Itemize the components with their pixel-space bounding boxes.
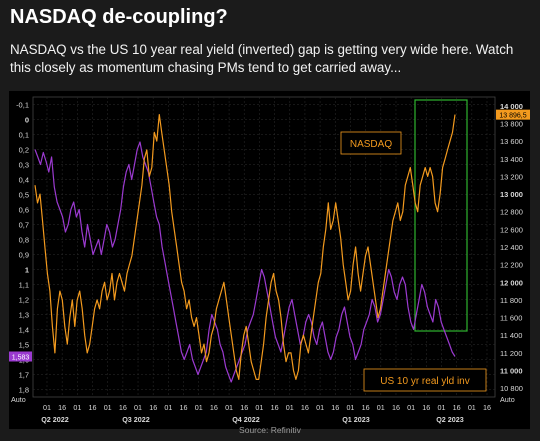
x-axis-tick-label: 01 [316, 403, 324, 412]
left-axis-tick-label: 0,1 [19, 131, 29, 140]
nasdaq-annotation-label: NASDAQ [350, 139, 392, 150]
nasdaq-annotation-box [340, 131, 402, 155]
right-axis-tick-label: 13 600 [500, 137, 523, 146]
x-axis-tick-label: 16 [331, 403, 339, 412]
left-axis-tick-label: 1,5 [19, 341, 29, 350]
left-axis-tick-label: 0,2 [19, 146, 29, 155]
x-axis-tick-label: 01 [225, 403, 233, 412]
x-axis-tick-label: 16 [149, 403, 157, 412]
x-axis-tick-label: 16 [483, 403, 491, 412]
x-axis-tick-label: 16 [453, 403, 461, 412]
right-axis-tick-label: 11 200 [500, 349, 522, 358]
right-current-value-label: 13 896,5 [499, 113, 526, 120]
x-axis-tick-label: 16 [392, 403, 400, 412]
x-axis-tick-label: 01 [407, 403, 415, 412]
left-axis-tick-label: 0,3 [19, 161, 29, 170]
x-axis-tick-label: 01 [346, 403, 354, 412]
real-yield-series-line [34, 141, 456, 383]
x-axis-tick-label: 01 [164, 403, 172, 412]
right-current-value-badge [496, 109, 530, 120]
left-axis-tick-label: 1,7 [19, 371, 29, 380]
right-axis-tick-label: 12 200 [500, 261, 523, 270]
right-axis-tick-label: 13 800 [500, 119, 523, 128]
right-axis-tick-label: 12 800 [500, 208, 523, 217]
right-axis-tick-label: 13 000 [500, 190, 523, 199]
x-axis-tick-label: 16 [301, 403, 309, 412]
x-axis-tick-label: 16 [271, 403, 279, 412]
left-axis-tick-label: 0,7 [19, 221, 29, 230]
x-axis-period-label: Q2 2023 [436, 415, 464, 424]
nasdaq-vs-real-yield-chart: -0,1 0 0,1 0,2 0,3 0,4 0,5 0,6 0,7 0,8 0,9 1 1,1 1,2 1… [9, 96, 530, 424]
x-axis-tick-label: 16 [422, 403, 430, 412]
left-axis-tick-label: 0,5 [19, 191, 29, 200]
plot-frame [32, 96, 496, 398]
right-axis-tick-label: 11 000 [500, 367, 523, 376]
x-axis-tick-label: 16 [180, 403, 188, 412]
x-axis-tick-label: 16 [119, 403, 127, 412]
x-axis-tick-label: 16 [362, 403, 370, 412]
axis-corner-label: Auto [11, 395, 26, 404]
chart-panel: -0,1 0 0,1 0,2 0,3 0,4 0,5 0,6 0,7 0,8 0,9 1 1,1 1,2 1… [9, 91, 530, 429]
left-axis-tick-label: 0 [25, 116, 29, 125]
left-axis-tick-label: 0,9 [19, 251, 29, 260]
x-axis-tick-label: 01 [73, 403, 81, 412]
x-axis-tick-label: 01 [437, 403, 445, 412]
right-axis-tick-label: 12 400 [500, 243, 523, 252]
nasdaq-series-line [34, 114, 456, 380]
right-axis-tick-label: 11 800 [500, 296, 522, 305]
x-axis-tick-label: 16 [240, 403, 248, 412]
highlight-box [414, 99, 468, 332]
x-axis-period-label: Q2 2022 [41, 415, 69, 424]
left-axis-tick-label: -0,1 [16, 101, 29, 110]
left-axis-tick-label: 0,6 [19, 206, 29, 215]
x-axis-tick-label: 01 [377, 403, 385, 412]
right-axis-tick-label: 12 600 [500, 225, 523, 234]
x-axis-tick-label: 01 [195, 403, 203, 412]
left-current-value-label: 1,583 [12, 355, 30, 362]
x-axis-tick-label: 01 [134, 403, 142, 412]
x-axis-tick-label: 01 [286, 403, 294, 412]
x-axis-tick-label: 01 [468, 403, 476, 412]
yield-annotation-box [363, 368, 487, 392]
x-axis-period-label: Q4 2022 [232, 415, 260, 424]
left-axis-tick-label: 1,2 [19, 296, 29, 305]
right-axis-tick-label: 14 000 [500, 102, 523, 111]
right-axis-tick-label: 11 400 [500, 331, 522, 340]
left-axis-tick-label: 1,1 [19, 281, 29, 290]
left-axis-tick-label: 0,4 [19, 176, 29, 185]
left-axis-tick-label: 1,4 [19, 326, 29, 335]
x-axis-period-label: Q3 2022 [122, 415, 150, 424]
x-axis-tick-label: 16 [89, 403, 97, 412]
left-axis-tick-label: 1,8 [19, 386, 29, 395]
left-axis-tick-label: 0,8 [19, 236, 29, 245]
x-axis-period-label: Q1 2023 [342, 415, 370, 424]
yield-annotation-label: US 10 yr real yld inv [380, 376, 469, 387]
x-axis-tick-label: 01 [104, 403, 112, 412]
right-axis-tick-label: 13 200 [500, 172, 523, 181]
right-axis-tick-label: 11 600 [500, 314, 522, 323]
x-axis-tick-label: 16 [58, 403, 66, 412]
source-note: Source: Refinitiv [239, 425, 301, 435]
page-title: NASDAQ de-coupling? [10, 6, 228, 28]
left-axis-tick-label: 1 [25, 266, 29, 275]
left-axis-tick-label: 1,3 [19, 311, 29, 320]
right-axis-tick-label: 12 000 [500, 278, 523, 287]
page-subtitle: NASDAQ vs the US 10 year real yield (inv… [10, 42, 514, 75]
x-axis-tick-label: 01 [43, 403, 51, 412]
axis-corner-label: Auto [500, 395, 515, 404]
left-current-value-badge [9, 351, 32, 362]
x-axis-tick-label: 16 [210, 403, 218, 412]
right-axis-tick-label: 13 400 [500, 155, 523, 164]
x-axis-tick-label: 01 [255, 403, 263, 412]
right-axis-tick-label: 10 800 [500, 384, 523, 393]
